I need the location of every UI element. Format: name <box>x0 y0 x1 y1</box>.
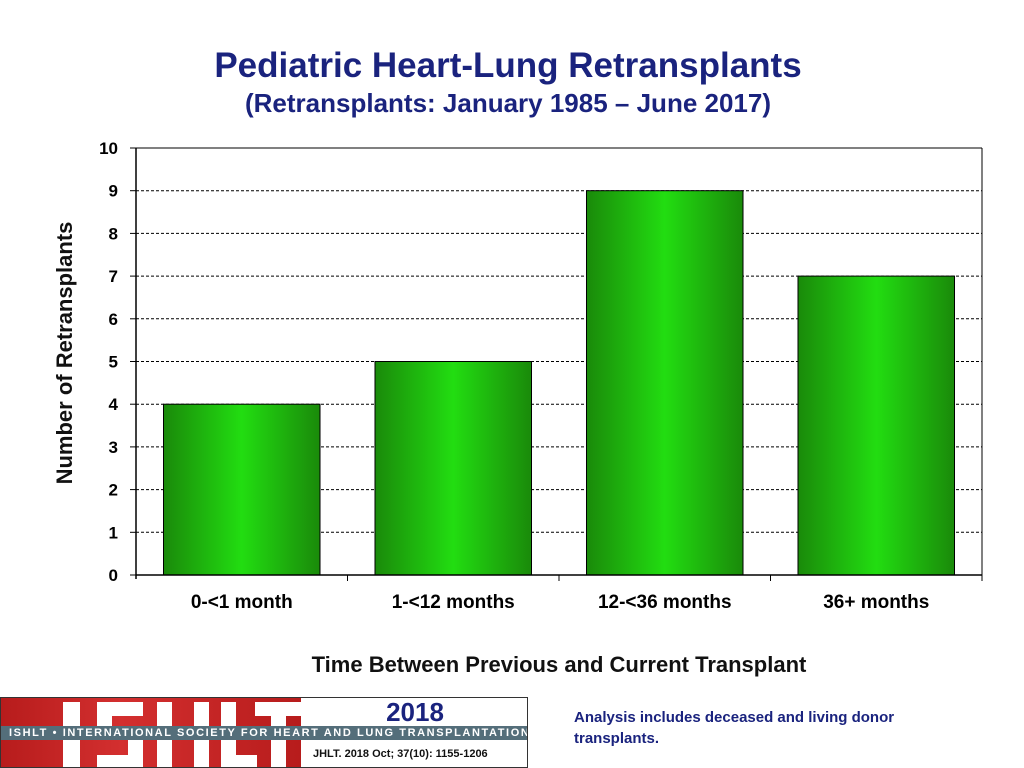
y-axis-label: Number of Retransplants <box>52 221 77 485</box>
bar <box>585 190 744 576</box>
y-tick-label: 1 <box>109 523 118 542</box>
bar <box>162 403 321 576</box>
y-tick-label: 9 <box>109 182 118 201</box>
x-tick-label: 0-<1 month <box>191 592 293 613</box>
logo-lettermark <box>63 702 301 767</box>
y-tick-label: 10 <box>99 139 118 158</box>
y-tick-label: 3 <box>109 438 118 457</box>
citation: JHLT. 2018 Oct; 37(10): 1155-1206 <box>313 748 488 760</box>
y-tick-label: 8 <box>109 224 118 243</box>
x-tick-label: 12-<36 months <box>598 592 732 613</box>
logo-year: 2018 <box>386 697 444 727</box>
y-tick-label: 0 <box>109 566 118 585</box>
footnote: Analysis includes deceased and living do… <box>574 709 895 747</box>
bar <box>374 361 533 576</box>
chart-title: Pediatric Heart-Lung Retransplants <box>214 46 802 85</box>
x-tick-label: 36+ months <box>823 592 929 613</box>
y-tick-label: 4 <box>109 395 119 414</box>
bar <box>797 275 956 576</box>
bar-chart: 0 1 2 3 4 5 6 7 8 9 10 0-<1 month 1-<12 months 12-<36… <box>99 139 983 613</box>
x-tick-label: 1-<12 months <box>392 592 515 613</box>
chart-subtitle: (Retransplants: January 1985 – June 2017… <box>244 88 772 118</box>
logo-band: ISHLT • INTERNATIONAL SOCIETY FOR HEART … <box>1 726 527 740</box>
y-tick-label: 5 <box>109 353 118 372</box>
y-tick-label: 6 <box>109 310 118 329</box>
ishlt-logo: ISHLT • INTERNATIONAL SOCIETY FOR HEART … <box>0 697 528 768</box>
y-tick-label: 7 <box>109 267 118 286</box>
x-axis-label: Time Between Previous and Current Transp… <box>311 652 807 677</box>
y-tick-label: 2 <box>109 481 118 500</box>
